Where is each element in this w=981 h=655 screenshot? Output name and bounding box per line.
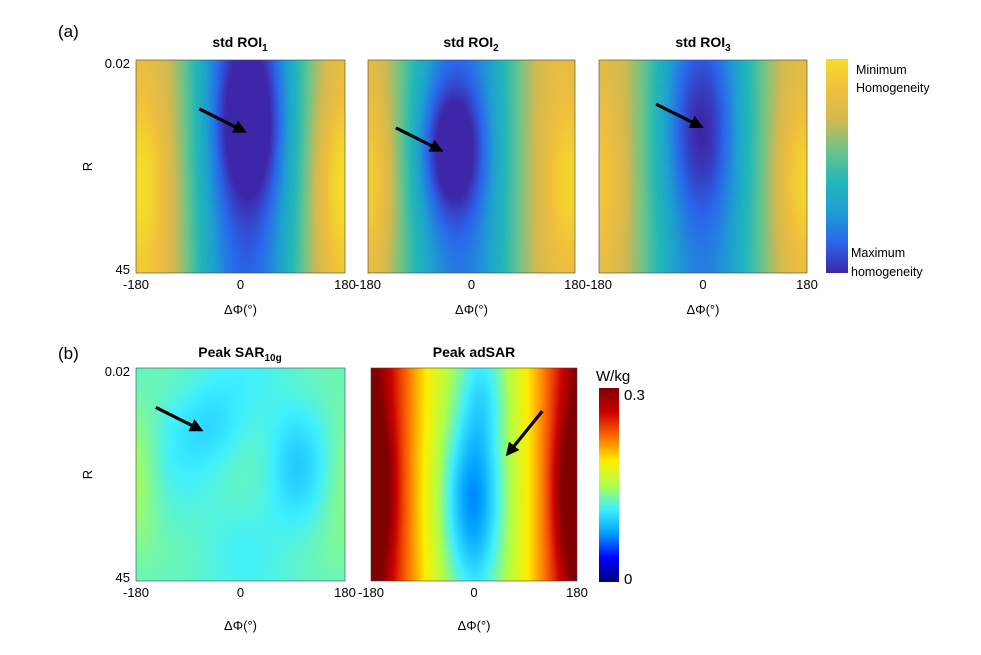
colorbar-a-bottom-label-2: homogeneity bbox=[851, 265, 923, 279]
colorbar-b bbox=[599, 388, 619, 582]
panel-label-b: (b) bbox=[58, 344, 79, 363]
heatmap-title: std ROI2 bbox=[443, 34, 499, 54]
heatmap-title: Peak SAR10g bbox=[198, 344, 281, 364]
y-tick-label: 45 bbox=[116, 570, 130, 585]
x-tick-label: 0 bbox=[699, 277, 706, 292]
arrow-annotation bbox=[198, 107, 248, 133]
x-tick-label: 180 bbox=[334, 585, 356, 600]
x-axis-label: ΔΦ(°) bbox=[455, 302, 488, 317]
x-tick-label: 0 bbox=[237, 585, 244, 600]
y-tick-label: 0.02 bbox=[105, 364, 130, 379]
arrow-annotation bbox=[155, 406, 204, 432]
plot-frame bbox=[367, 59, 576, 274]
x-tick-label: 0 bbox=[468, 277, 475, 292]
plot-frame bbox=[370, 367, 578, 582]
x-tick-label: -180 bbox=[123, 277, 149, 292]
x-tick-label: 180 bbox=[564, 277, 586, 292]
x-axis-label: ΔΦ(°) bbox=[687, 302, 720, 317]
heatmap-title-subscript: 2 bbox=[493, 43, 499, 54]
colorbar-a-top-label-1: Minimum bbox=[856, 63, 907, 77]
x-tick-label: 180 bbox=[566, 585, 588, 600]
arrow-annotation bbox=[655, 102, 704, 129]
x-tick-label: 180 bbox=[796, 277, 818, 292]
x-tick-label: 0 bbox=[237, 277, 244, 292]
x-tick-label: -180 bbox=[586, 277, 612, 292]
heatmap-title-subscript: 10g bbox=[264, 353, 281, 364]
y-axis-label: R bbox=[80, 470, 95, 479]
colorbar-a bbox=[826, 59, 848, 273]
heatmap-image bbox=[371, 368, 577, 581]
x-axis-label: ΔΦ(°) bbox=[224, 618, 257, 633]
heatmap-title-subscript: 1 bbox=[262, 43, 268, 54]
x-tick-label: 0 bbox=[470, 585, 477, 600]
colorbar-b-unit: W/kg bbox=[596, 368, 630, 385]
plot-frame bbox=[598, 59, 808, 274]
x-axis-label: ΔΦ(°) bbox=[224, 302, 257, 317]
x-tick-label: -180 bbox=[123, 585, 149, 600]
heatmap-panel-3: std ROI3 -180 0 180 ΔΦ(°) bbox=[586, 34, 818, 317]
y-tick-label: 45 bbox=[116, 262, 130, 277]
heatmap-title-subscript: 3 bbox=[725, 43, 731, 54]
heatmap-panel-1: std ROI1 -180 0 180 ΔΦ(°) 0.02 45 R bbox=[80, 34, 356, 317]
panel-label-a: (a) bbox=[58, 22, 79, 41]
plot-frame bbox=[135, 59, 346, 274]
arrow-annotation bbox=[505, 410, 544, 457]
arrow-annotation bbox=[395, 126, 444, 152]
colorbar-a-bottom-label-1: Maximum bbox=[851, 246, 905, 260]
plot-frame bbox=[135, 367, 346, 582]
colorbar-a-top-label-2: Homogeneity bbox=[856, 81, 930, 95]
heatmap-title: std ROI3 bbox=[675, 34, 731, 54]
heatmap-image bbox=[136, 368, 345, 581]
y-axis-label: R bbox=[80, 162, 95, 171]
heatmap-title: std ROI1 bbox=[212, 34, 268, 54]
x-tick-label: 180 bbox=[334, 277, 356, 292]
x-axis-label: ΔΦ(°) bbox=[458, 618, 491, 633]
heatmap-panel-4: Peak SAR10g -180 0 180 ΔΦ(°) 0.02 45 R bbox=[80, 344, 356, 633]
y-tick-label: 0.02 bbox=[105, 56, 130, 71]
heatmap-title: Peak adSAR bbox=[433, 344, 515, 360]
heatmap-panel-2: std ROI2 -180 0 180 ΔΦ(°) bbox=[355, 34, 586, 317]
x-tick-label: -180 bbox=[358, 585, 384, 600]
heatmap-panel-5: Peak adSAR -180 0 180 ΔΦ(°) bbox=[358, 344, 588, 633]
heatmap-image bbox=[599, 60, 807, 273]
heatmap-image bbox=[368, 60, 575, 273]
x-tick-label: -180 bbox=[355, 277, 381, 292]
colorbar-b-max-tick: 0.3 bbox=[624, 387, 645, 404]
heatmap-image bbox=[136, 60, 345, 273]
colorbar-b-min-tick: 0 bbox=[624, 571, 632, 588]
